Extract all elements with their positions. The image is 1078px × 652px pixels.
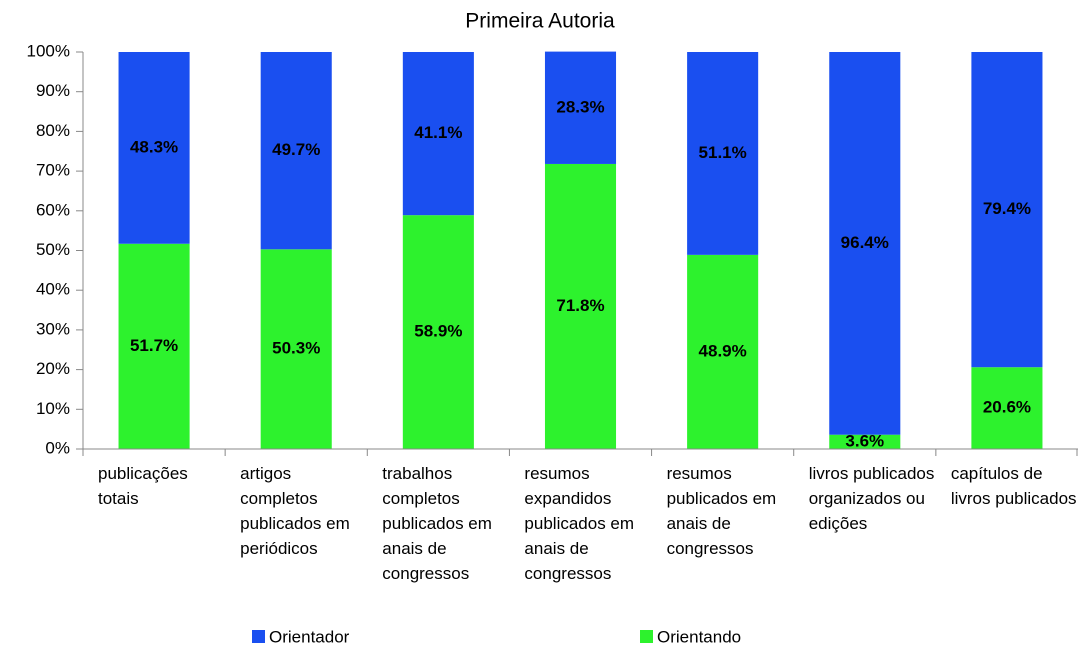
bar-segment <box>118 52 190 244</box>
value-label: 41.1% <box>414 123 462 142</box>
y-tick-label: 60% <box>36 200 70 219</box>
y-tick-label: 50% <box>36 240 70 259</box>
bar-segment <box>402 215 474 449</box>
value-label: 48.9% <box>699 341 747 360</box>
y-tick-label: 30% <box>36 319 70 338</box>
value-label: 28.3% <box>556 97 604 116</box>
bar-segment <box>687 254 759 449</box>
value-label: 20.6% <box>983 398 1031 417</box>
value-label: 50.3% <box>272 339 320 358</box>
value-label: 71.8% <box>556 296 604 315</box>
x-tick-label: artigos completos publicados em periódic… <box>240 464 350 558</box>
value-label: 96.4% <box>841 233 889 252</box>
x-tick-label: resumos expandidos publicados em anais d… <box>524 464 635 583</box>
legend-label: Orientando <box>657 627 741 646</box>
y-tick-label: 100% <box>27 41 70 60</box>
legend-swatch <box>640 630 653 643</box>
x-tick-label: trabalhos completos publicados em anais … <box>382 464 492 583</box>
y-tick-label: 90% <box>36 81 70 100</box>
chart-title: Primeira Autoria <box>465 10 615 33</box>
y-tick-label: 10% <box>36 399 70 418</box>
bar-segment <box>829 52 901 435</box>
value-label: 3.6% <box>845 431 884 450</box>
y-tick-label: 20% <box>36 359 70 378</box>
bar-segment <box>260 52 332 250</box>
y-tick-label: 70% <box>36 161 70 180</box>
value-label: 48.3% <box>130 137 178 156</box>
y-tick-label: 80% <box>36 121 70 140</box>
y-tick-label: 0% <box>45 438 70 457</box>
bar-segment <box>687 52 759 255</box>
bar-segment <box>829 434 901 449</box>
x-tick-label: livros publicados organizados ou edições <box>808 464 935 533</box>
bar-segment <box>402 52 474 216</box>
y-tick-label: 40% <box>36 280 70 299</box>
bar-segment <box>118 243 190 449</box>
value-label: 79.4% <box>983 199 1031 218</box>
legend-swatch <box>252 630 265 643</box>
bar-segment <box>971 52 1043 368</box>
value-label: 51.1% <box>699 143 747 162</box>
value-label: 51.7% <box>130 336 178 355</box>
bar-segment <box>260 249 332 449</box>
value-label: 58.9% <box>414 322 462 341</box>
bar-segment <box>544 163 617 450</box>
legend-label: Orientador <box>269 627 350 646</box>
bar-segment <box>971 367 1043 449</box>
value-label: 49.7% <box>272 140 320 159</box>
x-tick-label: capítulos de livros publicados <box>950 464 1077 508</box>
x-tick-label: publicações totais <box>98 464 188 508</box>
x-tick-label: resumos publicados em anais de congresso… <box>666 464 777 558</box>
bar-segment <box>544 51 617 164</box>
